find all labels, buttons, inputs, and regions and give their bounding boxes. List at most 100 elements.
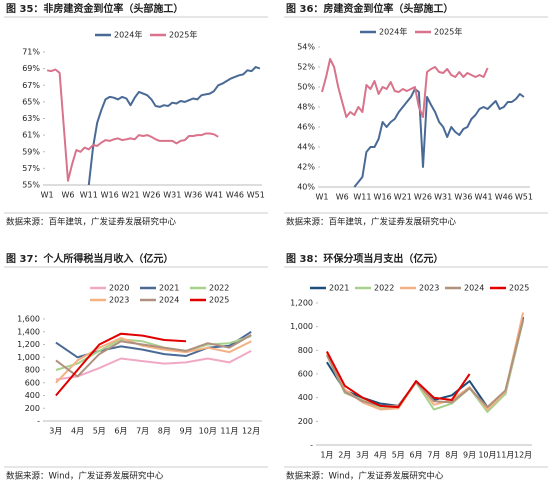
legend-label: 2024年	[379, 27, 407, 37]
x-tick-label: W46	[226, 191, 244, 200]
x-tick-label: 2月	[338, 451, 351, 460]
x-tick-label: 11月	[220, 427, 238, 436]
y-tick-label: 59%	[22, 147, 40, 156]
x-tick-label: 5月	[93, 427, 106, 436]
source-note: 数据来源：Wind，广发证券发展研究中心	[286, 471, 444, 482]
x-tick-label: W11	[353, 193, 371, 202]
x-tick-label: W36	[454, 193, 472, 202]
x-tick-label: 7月	[136, 427, 149, 436]
x-tick-label: 10月	[478, 451, 496, 460]
series-line	[55, 335, 252, 371]
series-line	[55, 337, 252, 384]
x-tick-label: 12月	[242, 427, 260, 436]
x-tick-label: W51	[247, 191, 265, 200]
y-tick-label: 71%	[22, 48, 40, 57]
legend-label: 2024	[159, 296, 179, 305]
series-line	[326, 351, 471, 409]
y-tick-label: 1,200	[290, 299, 313, 308]
legend-label: 2021	[329, 284, 349, 293]
y-tick-label: 44%	[297, 143, 315, 152]
y-tick-label: 63%	[22, 114, 40, 123]
figure-title: 图 35：非房建资金到位率（头部施工）	[6, 2, 183, 15]
y-tick-label: 600	[25, 378, 40, 387]
legend-label: 2025年	[169, 30, 197, 40]
y-tick-label: 52%	[297, 63, 315, 72]
y-tick-label: 40%	[297, 183, 315, 192]
y-tick-label: 200	[25, 404, 40, 413]
x-tick-label: W26	[414, 193, 432, 202]
x-tick-label: 7月	[427, 451, 440, 460]
x-tick-label: W21	[394, 193, 412, 202]
legend-label: 2025年	[434, 27, 462, 37]
x-tick-label: 4月	[374, 451, 387, 460]
x-tick-label: 5月	[392, 451, 405, 460]
y-tick-label: 1,200	[17, 340, 40, 349]
y-tick-label: 50%	[297, 83, 315, 92]
y-tick-label: 800	[25, 366, 40, 375]
legend-label: 2021	[159, 284, 179, 293]
legend-label: 2024年	[114, 30, 142, 40]
x-tick-label: W6	[61, 191, 74, 200]
legend-label: 2024	[464, 284, 484, 293]
x-tick-label: W26	[142, 191, 160, 200]
x-tick-label: W51	[515, 193, 533, 202]
x-tick-label: W1	[316, 193, 329, 202]
x-tick-label: 1月	[320, 451, 333, 460]
legend-label: 2022	[374, 284, 394, 293]
y-tick-label: 57%	[22, 164, 40, 173]
x-tick-label: W16	[374, 193, 392, 202]
x-tick-label: 9月	[180, 427, 193, 436]
x-tick-label: 3月	[49, 427, 62, 436]
series-line	[87, 66, 261, 186]
x-tick-label: 4月	[71, 427, 84, 436]
y-tick-label: -	[310, 441, 313, 450]
source-note: 数据来源：百年建筑，广发证券发展研究中心	[6, 217, 177, 228]
x-tick-label: W11	[80, 191, 98, 200]
y-tick-label: 67%	[22, 81, 40, 90]
legend-label: 2023	[109, 296, 129, 305]
y-tick-label: 800	[298, 346, 313, 355]
y-tick-label: -	[37, 417, 40, 426]
series-line	[321, 58, 489, 118]
figure-title: 图 37：个人所得税当月收入（亿元）	[6, 252, 173, 265]
y-tick-label: 1,400	[17, 327, 40, 336]
y-tick-label: 69%	[22, 64, 40, 73]
x-tick-label: W46	[495, 193, 513, 202]
figure-title: 图 38：环保分项当月支出（亿元）	[286, 252, 443, 265]
x-tick-label: W31	[434, 193, 452, 202]
x-tick-label: W41	[475, 193, 493, 202]
y-tick-label: 1,600	[17, 315, 40, 324]
x-tick-label: 11月	[496, 451, 514, 460]
x-tick-label: W6	[336, 193, 349, 202]
y-tick-label: 400	[298, 393, 313, 402]
y-tick-label: 1,000	[290, 322, 313, 331]
x-tick-label: W36	[184, 191, 202, 200]
y-tick-label: 55%	[22, 181, 40, 190]
x-tick-label: W16	[101, 191, 119, 200]
y-tick-label: 1,000	[17, 353, 40, 362]
figure-title: 图 36：房建资金到位率（头部施工）	[286, 2, 453, 15]
x-tick-label: W21	[122, 191, 140, 200]
series-line	[326, 319, 525, 409]
legend-label: 2023	[419, 284, 439, 293]
legend-label: 2022	[209, 284, 229, 293]
x-tick-label: W1	[41, 191, 54, 200]
legend-label: 2020	[109, 284, 129, 293]
x-tick-label: 9月	[463, 451, 476, 460]
x-tick-label: 8月	[158, 427, 171, 436]
y-tick-label: 42%	[297, 163, 315, 172]
x-tick-label: 6月	[410, 451, 423, 460]
source-note: 数据来源：百年建筑，广发证券发展研究中心	[286, 217, 457, 228]
y-tick-label: 600	[298, 370, 313, 379]
legend-label: 2025	[509, 284, 529, 293]
source-note: 数据来源：Wind，广发证券发展研究中心	[6, 471, 164, 482]
series-line	[46, 68, 219, 182]
x-tick-label: 12月	[514, 451, 532, 460]
x-tick-label: 3月	[356, 451, 369, 460]
legend-label: 2025	[209, 296, 229, 305]
x-tick-label: W31	[163, 191, 181, 200]
x-tick-label: 10月	[199, 427, 217, 436]
y-tick-label: 54%	[297, 43, 315, 52]
series-line	[55, 334, 252, 378]
